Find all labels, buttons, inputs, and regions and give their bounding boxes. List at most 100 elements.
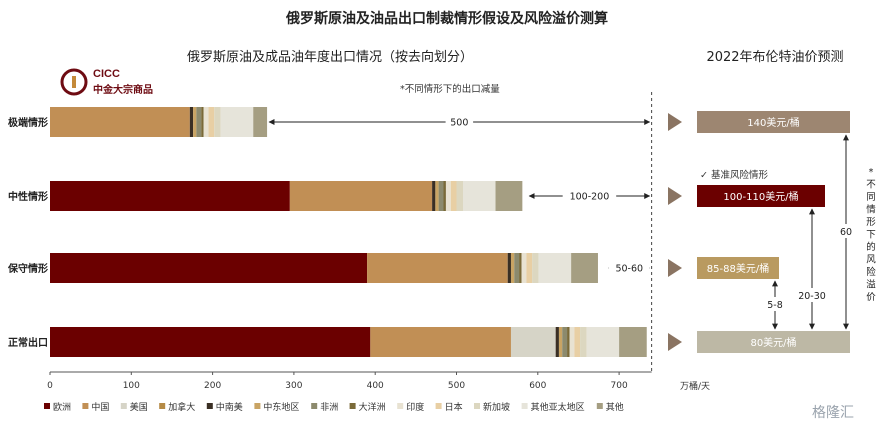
bar-segment-日本 — [526, 253, 533, 283]
x-tick-label: 400 — [367, 381, 384, 391]
scenario-arrow-icon — [668, 333, 682, 351]
premium-label-bg — [836, 224, 856, 238]
export-chart-title: 俄罗斯原油及成品油年度出口情况（按去向划分） — [186, 50, 473, 65]
risk-premium-note: 形 — [866, 216, 876, 228]
risk-premium-note: 险 — [866, 266, 876, 278]
bar-segment-日本 — [208, 107, 215, 137]
scenario-arrow-icon — [668, 187, 682, 205]
category-label: 中性情形 — [8, 190, 48, 203]
bar-segment-大洋洲 — [519, 253, 522, 283]
risk-premium-note: * — [869, 167, 874, 178]
cicc-logo-icon — [60, 68, 88, 96]
bar-segment-欧洲 — [50, 327, 371, 357]
bar-segment-美国 — [510, 327, 556, 357]
price-box — [697, 185, 825, 207]
x-tick-label: 500 — [448, 381, 465, 391]
legend-label: 非洲 — [320, 401, 338, 413]
legend-swatch-大洋洲 — [349, 403, 356, 409]
legend-swatch-其他 — [596, 403, 603, 409]
bar-segment-其他亚太地区 — [220, 107, 254, 137]
bar-segment-新加坡 — [456, 181, 464, 211]
legend-label: 中国 — [91, 401, 109, 413]
legend-label: 印度 — [406, 401, 424, 413]
bar-segment-中东地区 — [510, 253, 515, 283]
legend-swatch-日本 — [435, 403, 442, 409]
bar-segment-其他 — [495, 181, 523, 211]
category-label: 正常出口 — [8, 336, 48, 349]
bar-segment-中国 — [367, 253, 508, 283]
legend-label: 大洋洲 — [359, 401, 386, 413]
price-label: 140美元/桶 — [747, 116, 799, 129]
bar-segment-中南美 — [507, 253, 511, 283]
bar-segment-印度 — [203, 107, 209, 137]
risk-premium-note: 的 — [866, 241, 876, 253]
bar-segment-非洲 — [438, 181, 444, 211]
legend-swatch-中国 — [82, 403, 89, 409]
bar-segment-大洋洲 — [201, 107, 204, 137]
legend-swatch-其他亚太地区 — [521, 403, 528, 409]
legend-label: 加拿大 — [168, 401, 195, 413]
legend-label: 欧洲 — [53, 401, 71, 413]
bar-segment-其他亚太地区 — [538, 253, 572, 283]
export-reduction-note: *不同情形下的出口减量 — [400, 84, 500, 95]
bar-segment-非洲 — [562, 327, 568, 357]
risk-premium-note: 同 — [866, 192, 876, 203]
risk-premium-note: 溢 — [866, 279, 876, 291]
legend-swatch-美国 — [120, 403, 127, 409]
logo-text-en: CICC — [93, 68, 120, 80]
bar-segment-新加坡 — [580, 327, 587, 357]
legend-label: 其他亚太地区 — [531, 401, 585, 413]
risk-premium-note: 风 — [866, 255, 876, 266]
bar-segment-欧洲 — [50, 253, 368, 283]
price-label: 80美元/桶 — [750, 336, 796, 349]
bar-segment-中国 — [50, 107, 190, 137]
bar-segment-非洲 — [196, 107, 202, 137]
category-label: 保守情形 — [7, 262, 48, 275]
scenario-arrow-icon — [668, 259, 682, 277]
legend-swatch-非洲 — [311, 403, 318, 409]
legend-swatch-欧洲 — [44, 403, 50, 409]
logo-text-cn: 中金大宗商品 — [93, 85, 153, 96]
premium-label: 20-30 — [798, 291, 826, 302]
bar-segment-中南美 — [432, 181, 436, 211]
reduction-label: 100-200 — [570, 192, 610, 203]
bar-segment-中东地区 — [558, 327, 563, 357]
baseline-scenario-tag: ✓ 基准风险情形 — [700, 169, 768, 181]
bar-segment-其他 — [571, 253, 598, 283]
bar-segment-印度 — [569, 327, 575, 357]
risk-premium-note: 情 — [866, 204, 876, 216]
bar-segment-欧洲 — [50, 181, 290, 211]
bar-segment-新加坡 — [532, 253, 539, 283]
risk-premium-note: 不 — [866, 180, 876, 191]
bar-segment-新加坡 — [214, 107, 221, 137]
risk-premium-note: 下 — [866, 230, 876, 241]
x-tick-label: 0 — [47, 381, 53, 391]
bar-segment-其他 — [619, 327, 647, 357]
premium-label: 5-8 — [767, 300, 783, 311]
premium-label-bg — [762, 297, 788, 311]
x-tick-label: 300 — [285, 381, 302, 391]
legend-swatch-新加坡 — [474, 403, 480, 409]
bar-segment-印度 — [445, 181, 451, 211]
price-label: 100-110美元/桶 — [723, 190, 798, 203]
bar-segment-印度 — [521, 253, 527, 283]
bar-segment-中南美 — [555, 327, 559, 357]
reduction-label-bg — [562, 189, 617, 203]
legend-label: 美国 — [130, 401, 148, 413]
reduction-label-bg — [609, 261, 650, 275]
bar-segment-日本 — [450, 181, 457, 211]
x-tick-label: 200 — [204, 381, 221, 391]
legend-swatch-中东地区 — [254, 403, 261, 409]
bar-segment-非洲 — [514, 253, 520, 283]
reduction-label: 500 — [450, 118, 468, 129]
x-tick-label: 100 — [123, 381, 140, 391]
price-forecast-title: 2022年布伦特油价预测 — [706, 50, 844, 65]
risk-premium-note: 价 — [866, 292, 876, 303]
price-label: 85-88美元/桶 — [707, 262, 769, 275]
bar-segment-中东地区 — [193, 107, 197, 137]
premium-label: 60 — [840, 227, 852, 238]
price-box — [697, 111, 850, 133]
bar-segment-其他亚太地区 — [586, 327, 620, 357]
price-box — [697, 257, 779, 279]
